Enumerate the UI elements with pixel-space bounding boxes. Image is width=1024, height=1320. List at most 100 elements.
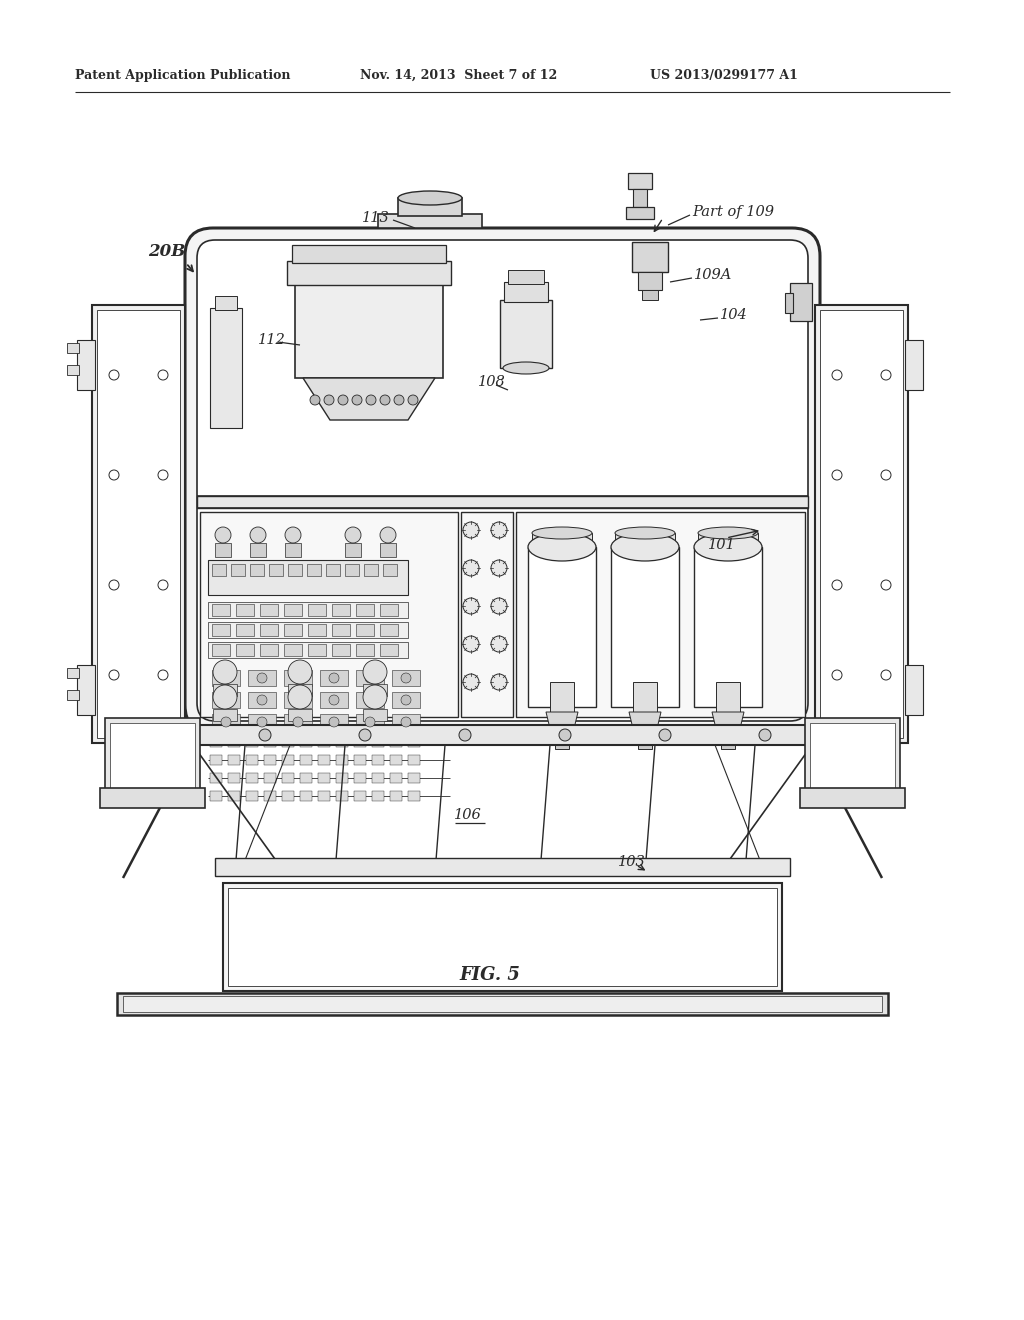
Bar (123, 997, 882, 1012)
Bar (264, 737, 276, 747)
Bar (810, 723, 895, 788)
Circle shape (109, 671, 119, 680)
Bar (260, 644, 278, 656)
Bar (356, 624, 374, 636)
Bar (228, 774, 240, 783)
Bar (248, 692, 276, 708)
Bar (550, 682, 574, 711)
FancyBboxPatch shape (185, 228, 820, 733)
Bar (248, 714, 276, 730)
Ellipse shape (611, 533, 679, 561)
Circle shape (831, 671, 842, 680)
Circle shape (288, 685, 312, 709)
Bar (269, 564, 283, 576)
Bar (308, 605, 326, 616)
Bar (213, 684, 237, 696)
Bar (284, 624, 302, 636)
Bar (208, 560, 408, 595)
Bar (638, 272, 662, 290)
Bar (642, 290, 658, 300)
Circle shape (293, 673, 303, 682)
Bar (287, 261, 451, 285)
Bar (356, 671, 384, 686)
Bar (633, 189, 647, 207)
Bar (716, 682, 740, 711)
Bar (362, 684, 387, 696)
Bar (308, 624, 326, 636)
Bar (345, 564, 359, 576)
Bar (77, 665, 95, 715)
Polygon shape (629, 711, 662, 737)
Circle shape (324, 395, 334, 405)
Circle shape (831, 370, 842, 380)
Bar (500, 300, 552, 368)
Bar (284, 605, 302, 616)
Bar (785, 293, 793, 313)
Bar (380, 543, 396, 557)
Bar (180, 725, 825, 744)
Bar (236, 605, 254, 616)
Circle shape (329, 696, 339, 705)
Bar (67, 343, 79, 352)
Polygon shape (303, 378, 435, 420)
Circle shape (158, 370, 168, 380)
Bar (336, 774, 348, 783)
Bar (390, 737, 402, 747)
Bar (336, 791, 348, 801)
Circle shape (362, 685, 387, 709)
Circle shape (881, 470, 891, 480)
Bar (284, 671, 312, 686)
Circle shape (257, 717, 267, 727)
Bar (611, 546, 679, 708)
Circle shape (259, 729, 271, 741)
Bar (213, 709, 237, 721)
Bar (354, 774, 366, 783)
Bar (390, 791, 402, 801)
Bar (231, 564, 245, 576)
Polygon shape (546, 711, 578, 737)
Circle shape (401, 673, 411, 682)
Circle shape (463, 675, 479, 690)
Text: 106: 106 (454, 808, 482, 822)
Bar (508, 271, 544, 284)
Bar (67, 690, 79, 700)
Bar (390, 774, 402, 783)
Bar (284, 644, 302, 656)
Bar (210, 737, 222, 747)
Circle shape (831, 470, 842, 480)
Bar (615, 533, 675, 549)
Ellipse shape (398, 191, 462, 205)
Bar (264, 774, 276, 783)
Bar (105, 718, 200, 793)
Bar (260, 624, 278, 636)
Bar (284, 714, 312, 730)
Text: 104: 104 (720, 308, 748, 322)
Bar (380, 624, 398, 636)
Bar (248, 671, 276, 686)
Circle shape (559, 729, 571, 741)
Bar (332, 605, 350, 616)
Circle shape (221, 717, 231, 727)
Ellipse shape (698, 527, 758, 539)
Bar (288, 709, 312, 721)
Bar (378, 214, 482, 228)
Bar (295, 282, 443, 378)
Bar (208, 622, 408, 638)
Circle shape (881, 671, 891, 680)
Circle shape (221, 696, 231, 705)
Bar (408, 737, 420, 747)
Bar (638, 737, 652, 748)
Bar (246, 791, 258, 801)
Bar (215, 296, 237, 310)
Circle shape (293, 696, 303, 705)
Bar (318, 774, 330, 783)
Circle shape (463, 521, 479, 539)
Circle shape (463, 636, 479, 652)
Circle shape (380, 395, 390, 405)
Circle shape (158, 470, 168, 480)
Circle shape (352, 395, 362, 405)
Ellipse shape (694, 533, 762, 561)
Bar (300, 774, 312, 783)
Bar (390, 755, 402, 766)
Text: Nov. 14, 2013  Sheet 7 of 12: Nov. 14, 2013 Sheet 7 of 12 (360, 69, 557, 82)
